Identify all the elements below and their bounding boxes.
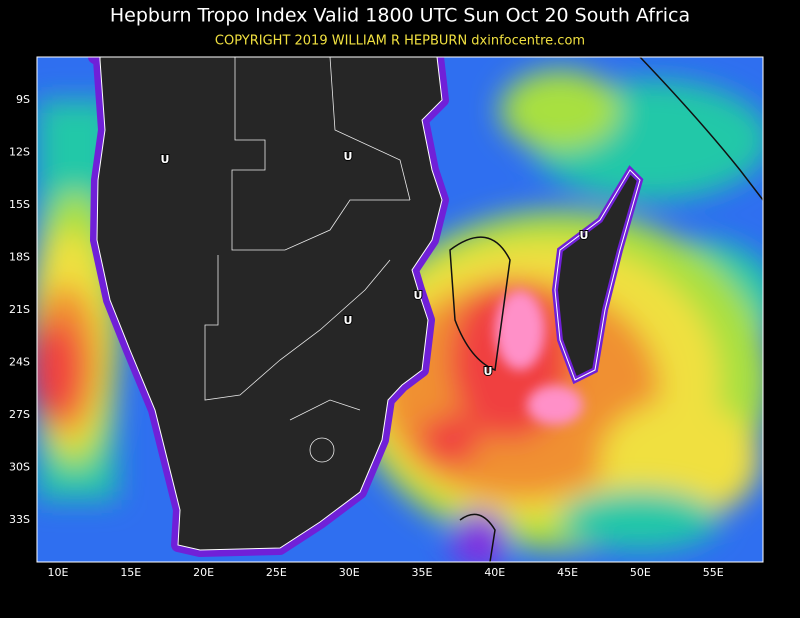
lon-label: 45E [557, 566, 578, 579]
lon-label: 55E [703, 566, 724, 579]
lat-label: 24S [9, 356, 30, 369]
map [37, 57, 763, 562]
lat-label: 9S [16, 93, 30, 106]
lon-label: 10E [48, 566, 69, 579]
lat-label: 18S [9, 251, 30, 264]
title: Hepburn Tropo Index Valid 1800 UTC Sun O… [110, 5, 690, 27]
lat-label: 15S [9, 198, 30, 211]
lat-label: 27S [9, 408, 30, 421]
marker: U [580, 229, 589, 242]
marker: U [344, 314, 353, 327]
lon-label: 20E [193, 566, 214, 579]
lon-label: 30E [339, 566, 360, 579]
marker: U [161, 153, 170, 166]
copyright: COPYRIGHT 2019 WILLIAM R HEPBURN dxinfoc… [215, 34, 585, 49]
lon-label: 50E [630, 566, 651, 579]
marker: U [344, 150, 353, 163]
marker: U [484, 365, 493, 378]
lon-label: 15E [120, 566, 141, 579]
map-frame [36, 56, 764, 563]
lat-label: 33S [9, 513, 30, 526]
lon-label: 40E [484, 566, 505, 579]
lat-label: 21S [9, 303, 30, 316]
lat-label: 12S [9, 146, 30, 159]
lon-label: 35E [412, 566, 433, 579]
lon-label: 25E [266, 566, 287, 579]
lat-label: 30S [9, 461, 30, 474]
marker: U [414, 289, 423, 302]
